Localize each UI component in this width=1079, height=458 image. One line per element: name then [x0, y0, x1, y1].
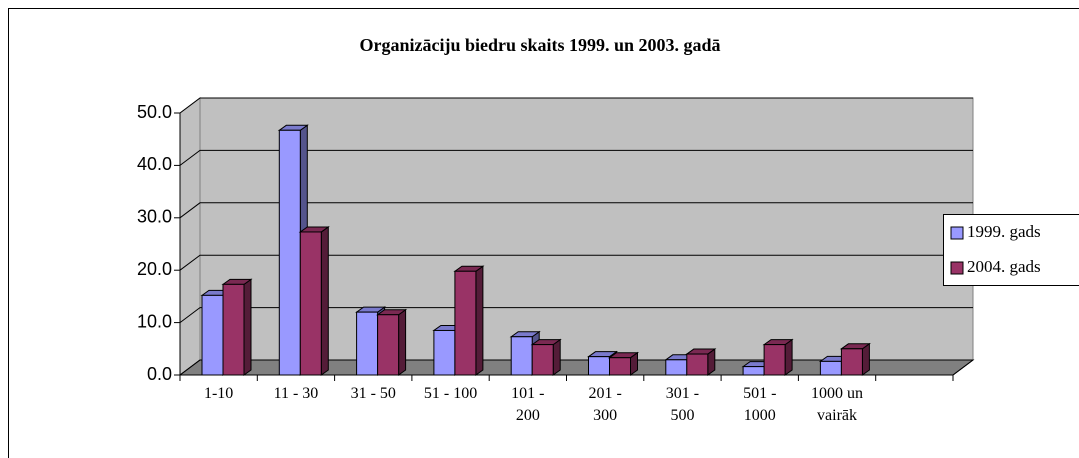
bar-front	[201, 294, 224, 376]
x-tick-label: 1-10	[203, 385, 234, 402]
bar-front	[356, 311, 379, 376]
bar	[607, 351, 640, 376]
bar-front	[377, 314, 400, 376]
grid-line	[179, 359, 973, 376]
bar-front	[278, 129, 301, 376]
bar-front	[531, 344, 554, 376]
bar-front	[454, 270, 477, 376]
bar-side	[398, 308, 407, 376]
x-tick-label: 301 - 500	[665, 385, 700, 424]
grid-line	[179, 202, 973, 219]
chart-title: Organizāciju biedru skaits 1999. un 2003…	[359, 35, 720, 55]
legend-swatch	[950, 261, 964, 275]
x-tick-label: 501 - 1000	[743, 385, 777, 424]
x-tick-label: 1000 un vairāk	[811, 385, 864, 424]
side-wall	[179, 97, 201, 376]
y-tick-label: 20.0	[137, 259, 172, 279]
x-tick-label: 31 - 50	[350, 385, 396, 402]
bar	[839, 342, 871, 376]
grid-line	[179, 307, 973, 324]
grid-line	[179, 149, 973, 166]
bar-front	[686, 353, 709, 376]
bar-front	[299, 231, 322, 376]
bar	[376, 308, 408, 376]
bar-front	[840, 348, 863, 376]
y-tick-label: 0.0	[147, 364, 172, 384]
y-tick-label: 10.0	[137, 311, 172, 331]
bar-front	[665, 359, 688, 376]
x-tick-label: 201 - 300	[588, 385, 622, 424]
legend-swatch	[950, 226, 964, 240]
bar-front	[819, 360, 842, 376]
bar-front	[222, 283, 245, 376]
bar-front	[510, 336, 533, 376]
y-tick-label: 40.0	[137, 154, 172, 174]
bar	[453, 265, 485, 376]
legend-label: 1999. gads	[967, 222, 1041, 241]
bar-front	[742, 366, 765, 376]
legend-box	[943, 214, 1079, 286]
x-tick-label: 101 - 200	[511, 385, 545, 424]
bar-side	[784, 338, 793, 376]
bar-front	[588, 356, 610, 376]
bar	[298, 225, 330, 376]
bar	[530, 338, 562, 376]
bar-side	[552, 338, 561, 376]
bar-front	[433, 329, 456, 376]
x-tick-label: 11 - 30	[273, 385, 319, 402]
bar-side	[475, 265, 484, 376]
y-tick-label: 30.0	[137, 207, 172, 227]
y-tick-label: 50.0	[137, 102, 172, 122]
bar-side	[320, 225, 329, 376]
bar-side	[243, 278, 252, 376]
bar	[221, 278, 253, 376]
bar-front	[609, 357, 631, 376]
bar-front	[763, 344, 786, 376]
x-tick-label: 51 - 100	[423, 385, 478, 402]
bar	[762, 338, 794, 376]
x-axis-depth	[952, 359, 974, 376]
legend-label: 2004. gads	[967, 257, 1041, 276]
grid-line	[179, 97, 973, 114]
bar	[685, 348, 717, 376]
grid-line	[179, 254, 973, 271]
